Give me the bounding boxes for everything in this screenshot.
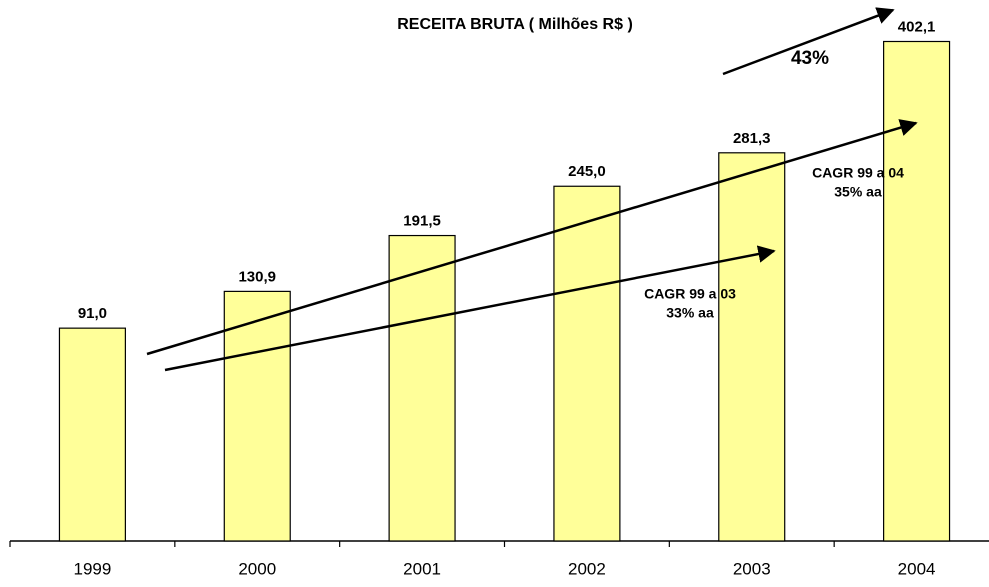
value-label: 191,5 [403, 213, 441, 230]
bar [223, 290, 291, 542]
x-tick-label: 2003 [733, 559, 771, 578]
value-label: 130,9 [238, 268, 276, 285]
bar [58, 327, 126, 542]
x-tick-label: 2004 [898, 559, 936, 578]
x-tick-label: 1999 [74, 559, 112, 578]
bar [553, 185, 621, 542]
value-label: 91,0 [78, 305, 107, 322]
annotation: 43% [791, 48, 829, 69]
x-tick-label: 2000 [238, 559, 276, 578]
arrow [164, 245, 776, 372]
bar [388, 234, 456, 542]
bar [718, 152, 786, 542]
value-label: 245,0 [568, 163, 606, 180]
x-tick-label: 2002 [568, 559, 606, 578]
plot: 1999 91,0 2000 130,9 2001 191,5 2002 245,0 2003 2… [9, 18, 989, 578]
value-label: 402,1 [898, 18, 936, 35]
value-label: 281,3 [733, 130, 771, 147]
bar [883, 40, 951, 542]
annotation: 33% aa [666, 305, 714, 321]
annotation: CAGR 99 a 04 [812, 165, 904, 181]
arrow [722, 7, 895, 76]
x-tick-label: 2001 [403, 559, 441, 578]
annotation: CAGR 99 a 03 [644, 286, 736, 302]
arrow [146, 119, 918, 356]
annotation: 35% aa [834, 184, 882, 200]
chart-title: RECEITA BRUTA ( Milhões R$ ) [397, 16, 633, 33]
